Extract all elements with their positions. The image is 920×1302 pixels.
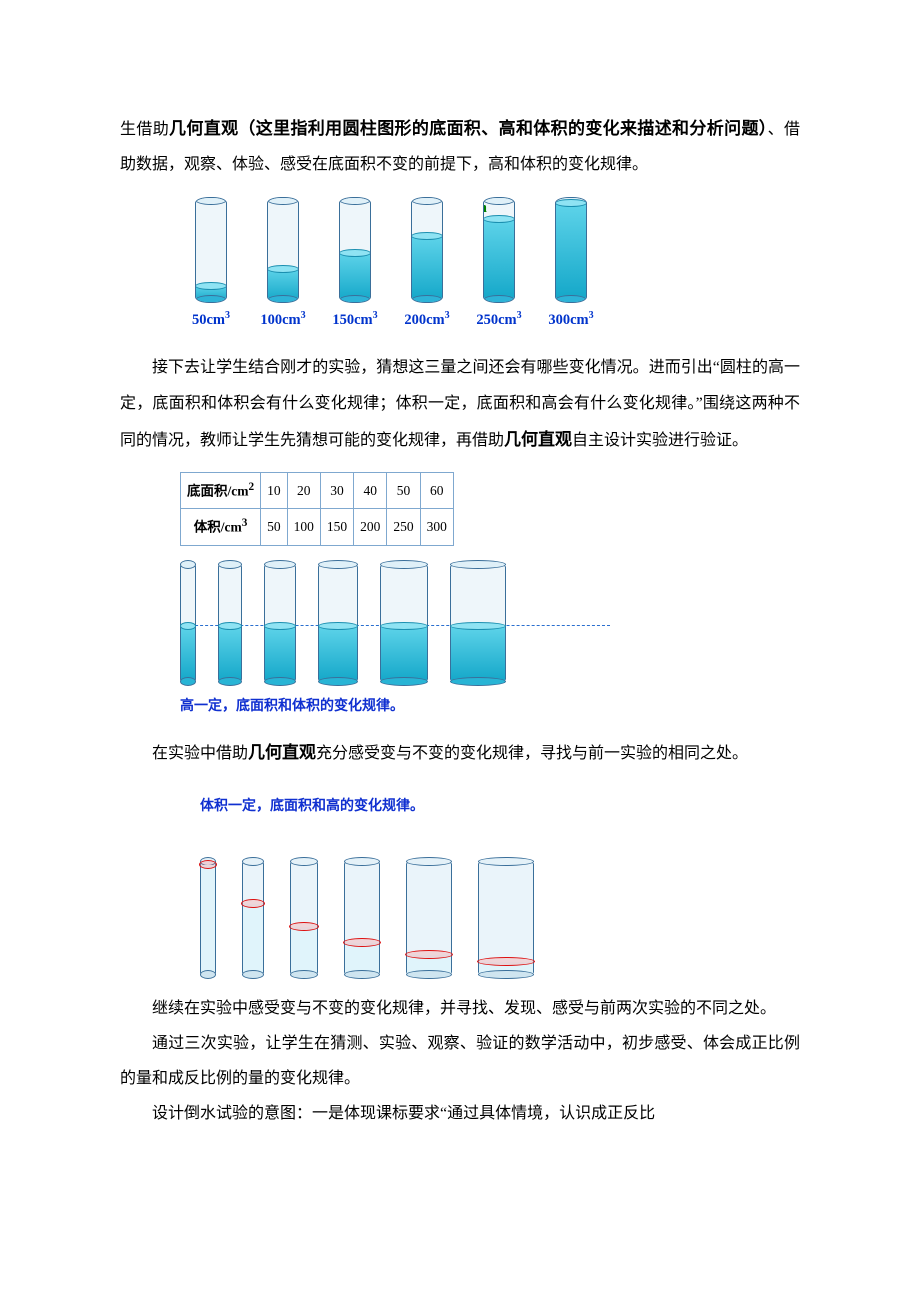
p3-post-text: 充分感受变与不变的变化规律，寻找与前一实验的相同之处。 [316,745,748,762]
table-cell: 300 [420,509,453,545]
diagram-1-volume-label: 50cm3 [192,305,230,337]
diagram-1-volume-label: 250cm3 [476,305,521,337]
paragraph-4: 继续在实验中感受变与不变的变化规律，并寻找、发现、感受与前两次实验的不同之处。 [120,991,800,1026]
diagram-3-cylinder [200,859,216,977]
table-cell: 10 [261,473,288,509]
diagram-1-cylinder: 10cm 250cm3 [468,197,530,337]
table-cell: 30 [320,473,353,509]
paragraph-3: 在实验中借助几何直观充分感受变与不变的变化规律，寻找与前一实验的相同之处。 [120,734,800,771]
diagram-3-caption: 体积一定，底面积和高的变化规律。 [200,790,800,821]
p2-bold-text: 几何直观 [504,430,572,449]
table-cell: 250 [387,509,420,545]
diagram-1-volume-label: 150cm3 [332,305,377,337]
diagram-2-cylinder [218,562,242,684]
diagram-1-cylinder: 12cm 300cm3 [540,197,602,337]
diagram-1-cylinder: 2cm50cm3 [180,197,242,337]
diagram-3-water-line [477,957,535,966]
diagram-1-cylinders-height-vs-volume: 2cm50cm34cm100cm36cm150cm38cm200cm3 10cm 2… [180,197,620,337]
table-header-area: 底面积/cm2 [181,473,261,509]
diagram-1-height-label: 10cm [483,197,487,225]
p3-pre-text: 在实验中借助 [152,745,248,762]
table-cell: 100 [287,509,320,545]
diagram-2-base-area-vs-volume: 底面积/cm2102030405060 体积/cm350100150200250… [180,472,610,720]
table-cell: 50 [261,509,288,545]
diagram-1-volume-label: 200cm3 [404,305,449,337]
paragraph-1: 生借助几何直观（这里指利用圆柱图形的底面积、高和体积的变化来描述和分析问题）、借… [120,110,800,183]
diagram-3-cylinder [290,859,318,977]
p2-post-text: 自主设计实验进行验证。 [572,432,748,449]
diagram-3-water-line [405,950,453,959]
diagram-2-cylinder [264,562,296,684]
diagram-2-caption: 高一定，底面积和体积的变化规律。 [180,690,610,721]
diagram-3-cylinder [406,859,452,977]
diagram-3-cylinder [242,859,264,977]
table-cell: 50 [387,473,420,509]
diagram-3-base-area-vs-height [200,849,630,977]
table-header-volume: 体积/cm3 [181,509,261,545]
diagram-2-cylinder [318,562,358,684]
diagram-1-volume-label: 300cm3 [548,305,593,337]
diagram-1-height-label: 12cm [555,197,559,208]
p3-bold-text: 几何直观 [248,743,316,762]
table-cell: 40 [354,473,387,509]
table-cell: 150 [320,509,353,545]
paragraph-2: 接下去让学生结合刚才的实验，猜想这三量之间还会有哪些变化情况。进而引出“圆柱的高… [120,350,800,458]
diagram-2-table: 底面积/cm2102030405060 体积/cm350100150200250… [180,472,454,545]
diagram-3-water-line [289,922,319,931]
diagram-1-volume-label: 100cm3 [260,305,305,337]
diagram-1-cylinder: 6cm150cm3 [324,197,386,337]
diagram-2-cylinder [450,562,506,684]
diagram-2-cylinder [380,562,428,684]
p1-bold-text: 几何直观（这里指利用圆柱图形的底面积、高和体积的变化来描述和分析问题） [169,119,768,138]
table-cell: 20 [287,473,320,509]
diagram-1-cylinder: 8cm200cm3 [396,197,458,337]
p1-pre-text: 生借助 [120,121,169,138]
paragraph-6: 设计倒水试验的意图：一是体现课标要求“通过具体情境，认识成正反比 [120,1096,800,1131]
diagram-3-water-line [241,899,265,908]
diagram-3-cylinder [344,859,380,977]
diagram-2-cylinder [180,562,196,684]
document-page: 生借助几何直观（这里指利用圆柱图形的底面积、高和体积的变化来描述和分析问题）、借… [0,0,920,1191]
table-cell: 200 [354,509,387,545]
table-cell: 60 [420,473,453,509]
paragraph-5: 通过三次实验，让学生在猜测、实验、观察、验证的数学活动中，初步感受、体会成正比例… [120,1026,800,1096]
diagram-1-cylinder: 4cm100cm3 [252,197,314,337]
diagram-3-cylinder [478,859,534,977]
